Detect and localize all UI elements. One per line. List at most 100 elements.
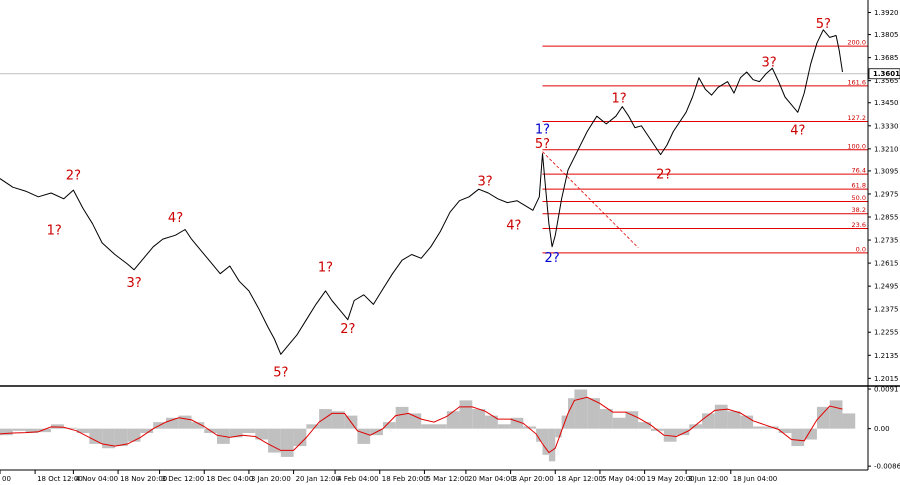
y-tick-label: 1.3920 <box>874 9 899 17</box>
price-panel: 200.0 161.6 127.2 100.0 76.4 61.8 50.0 38.2 23.6… <box>0 9 900 383</box>
fib-level-label: 50.0 <box>852 194 866 202</box>
x-tick-label: 18 Nov 20:00 <box>120 475 167 483</box>
histogram-bar <box>242 428 256 434</box>
histogram-bar <box>434 424 447 429</box>
oscillator-panel: 0.0091 0.00 -0.00862 <box>0 386 900 471</box>
histogram-bar <box>485 415 498 429</box>
histogram-bar <box>12 428 26 431</box>
histogram-bar <box>446 411 460 429</box>
histogram-bar <box>523 426 537 429</box>
histogram-bar <box>804 428 817 440</box>
x-tick-label: 00 <box>2 475 11 483</box>
sub-y-tick-label: -0.00862 <box>874 463 900 471</box>
histogram-bar <box>829 400 843 429</box>
fib-level-label: 200.0 <box>847 39 866 47</box>
x-tick-label: 4 Nov 04:00 <box>75 475 118 483</box>
wave-label: 3? <box>477 174 492 189</box>
y-tick-label: 1.2735 <box>874 237 899 245</box>
time-axis: 00 18 Oct 12:004 Nov 04:00 18 Nov 20:003 D… <box>0 470 777 483</box>
y-tick-label: 1.3330 <box>874 122 899 130</box>
histogram-bar <box>293 428 307 447</box>
x-tick-label: 18 Jun 04:00 <box>733 475 777 483</box>
y-tick-label: 1.3210 <box>874 145 899 153</box>
wave-label: 1? <box>47 223 62 238</box>
histogram-bar <box>382 422 396 429</box>
fib-level-label: 61.8 <box>852 182 866 190</box>
histogram-bar <box>51 424 64 429</box>
histogram-bar <box>791 428 805 447</box>
histogram-bar <box>778 428 792 434</box>
histogram-bar <box>663 428 677 442</box>
histogram-bar <box>816 406 830 429</box>
histogram-bar <box>357 428 371 444</box>
histogram-bar <box>127 428 141 442</box>
histogram-bar <box>612 417 626 429</box>
fib-level-label: 100.0 <box>847 142 866 150</box>
histogram-bar <box>331 411 345 429</box>
price-series-line <box>0 29 843 355</box>
histogram-bar <box>536 428 543 442</box>
y-tick-label: 1.3685 <box>874 54 899 62</box>
wave-label: 5? <box>273 365 288 380</box>
histogram-bar <box>306 424 320 429</box>
current-price-label: 1.3601 <box>873 70 900 78</box>
x-tick-label: 3 Dec 12:00 <box>162 475 205 483</box>
y-tick-label: 1.3450 <box>874 99 899 107</box>
histogram-bar <box>319 409 332 429</box>
histogram-bar <box>625 411 639 429</box>
fib-level-label: 23.6 <box>852 221 866 229</box>
histogram-bar <box>727 411 741 429</box>
histogram-bar <box>114 428 128 447</box>
fib-level-label: 0.0 <box>856 245 866 253</box>
fib-level-label: 161.6 <box>847 78 866 86</box>
x-tick-label: 20 Jan 12:00 <box>296 475 340 483</box>
histogram-bar <box>587 398 600 429</box>
sub-y-tick-label: 0.00 <box>874 425 890 433</box>
wave-label: 4? <box>506 218 521 233</box>
x-tick-label: 4 Feb 04:00 <box>337 475 378 483</box>
histogram-bar <box>459 400 473 429</box>
histogram-bar <box>178 415 192 429</box>
histogram-bar <box>165 417 179 429</box>
y-tick-label: 1.2975 <box>874 190 899 198</box>
y-tick-label: 1.2135 <box>874 352 899 360</box>
histogram-bar <box>753 426 766 429</box>
histogram-bar <box>395 406 409 429</box>
histogram-bar <box>89 428 103 444</box>
fib-level-label: 127.2 <box>847 114 866 122</box>
histogram-bar <box>421 424 434 429</box>
histogram-bar <box>63 427 77 429</box>
wave-label: 2? <box>656 168 671 183</box>
wave-label: 3? <box>126 276 141 291</box>
histogram-bar <box>542 428 549 455</box>
histogram-bar <box>25 428 39 434</box>
fib-level-label: 76.4 <box>852 167 866 175</box>
histogram-bar <box>599 409 613 429</box>
histogram-bar <box>510 417 524 429</box>
y-tick-label: 1.2615 <box>874 260 899 268</box>
histogram-bar <box>280 428 294 457</box>
y-tick-label: 1.2015 <box>874 375 899 383</box>
x-tick-label: 18 Feb 20:00 <box>382 475 428 483</box>
y-tick-label: 1.2375 <box>874 306 899 314</box>
wave-label: 3? <box>761 55 776 70</box>
current-price-badge <box>868 68 900 80</box>
histogram-bar <box>638 422 651 429</box>
histogram-bar <box>497 424 511 429</box>
x-tick-label: 19 May 20:00 <box>647 475 695 483</box>
wave-label: 1? <box>612 92 627 107</box>
wave-label: 4? <box>790 123 805 138</box>
wave-label: 2? <box>340 322 355 337</box>
histogram-bar <box>740 415 754 429</box>
x-tick-label: 3 Jan 20:00 <box>251 475 291 483</box>
wave-label: 5? <box>816 17 831 32</box>
histogram-bar <box>689 424 703 429</box>
histogram-bar <box>842 413 856 429</box>
x-tick-label: 18 Dec 04:00 <box>206 475 253 483</box>
histogram-bar <box>676 428 690 436</box>
wave-label: 1? <box>535 122 550 137</box>
histogram-bar <box>255 428 269 440</box>
signal-line <box>0 396 843 454</box>
y-tick-label: 1.3565 <box>874 77 899 85</box>
